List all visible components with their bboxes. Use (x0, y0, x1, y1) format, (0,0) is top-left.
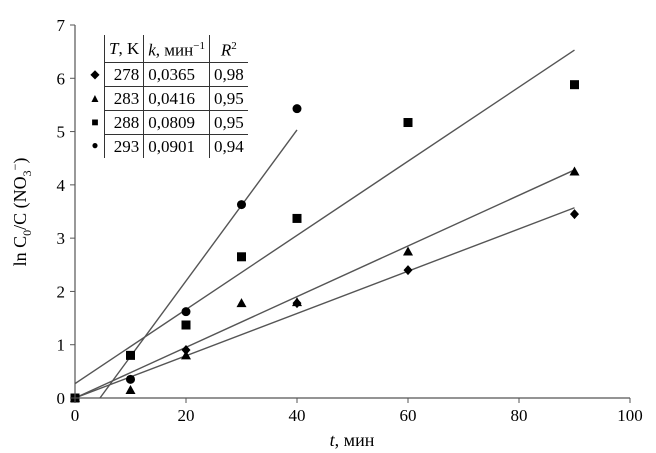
circle-point-293 (126, 374, 135, 384)
y-tick-label: 0 (57, 389, 66, 408)
header-temperature: T, K (103, 35, 144, 63)
x-tick-label: 60 (400, 406, 417, 425)
diamond-marker-icon: ◆ (90, 66, 100, 81)
table-row: ■ 288 0,0809 0,95 (86, 109, 248, 135)
y-tick-label: 7 (57, 16, 66, 35)
circle-marker-icon: ● (91, 138, 99, 153)
x-tick-label: 80 (511, 406, 528, 425)
triangle-point-283 (569, 166, 580, 176)
y-tick-label: 2 (57, 282, 66, 301)
triangle-point-283 (292, 297, 302, 307)
table-row: ▲ 283 0,0416 0,95 (86, 85, 248, 111)
legend-table: T, K k, мин−1 R2 ◆ 278 0,0365 0,98 ▲ 283 0,04… (86, 35, 248, 158)
triangle-marker-icon: ▲ (89, 90, 101, 105)
diamond-point-278 (403, 265, 413, 276)
trendline-278 (74, 207, 575, 399)
table-row: ● 293 0,0901 0,94 (86, 133, 248, 158)
y-tick-label: 1 (57, 336, 66, 355)
triangle-point-283 (125, 385, 136, 395)
triangle-point-283 (403, 246, 413, 256)
circle-point-293 (181, 307, 191, 317)
header-rate-constant: k, мин−1 (143, 35, 210, 63)
header-r2: R2 (208, 35, 248, 63)
y-axis-label: ln C0/C (NO3−) (8, 158, 34, 267)
trendline-288 (74, 49, 575, 385)
square-point-288 (126, 350, 135, 360)
square-point-288 (403, 118, 413, 128)
x-axis-label: t, мин (330, 430, 375, 450)
x-tick-label: 100 (617, 406, 643, 425)
triangle-point-283 (181, 350, 191, 360)
triangle-point-283 (236, 298, 247, 308)
circle-point-293 (237, 200, 246, 210)
x-tick-label: 20 (178, 406, 195, 425)
square-marker-icon: ■ (91, 114, 99, 129)
diamond-point-278 (570, 209, 579, 220)
trendline-283 (74, 169, 575, 399)
square-point-288 (181, 320, 191, 330)
y-tick-label: 4 (57, 176, 66, 195)
y-tick-label: 5 (57, 123, 66, 142)
diamond-point-278 (181, 345, 191, 356)
y-tick-label: 3 (57, 229, 66, 248)
square-point-288 (237, 252, 246, 262)
circle-point-293 (292, 104, 302, 114)
x-tick-label: 40 (289, 406, 306, 425)
table-row: ◆ 278 0,0365 0,98 (86, 61, 248, 87)
x-tick-label: 0 (71, 406, 80, 425)
square-point-288 (292, 213, 302, 223)
y-tick-label: 6 (57, 69, 66, 88)
square-point-288 (570, 80, 579, 90)
